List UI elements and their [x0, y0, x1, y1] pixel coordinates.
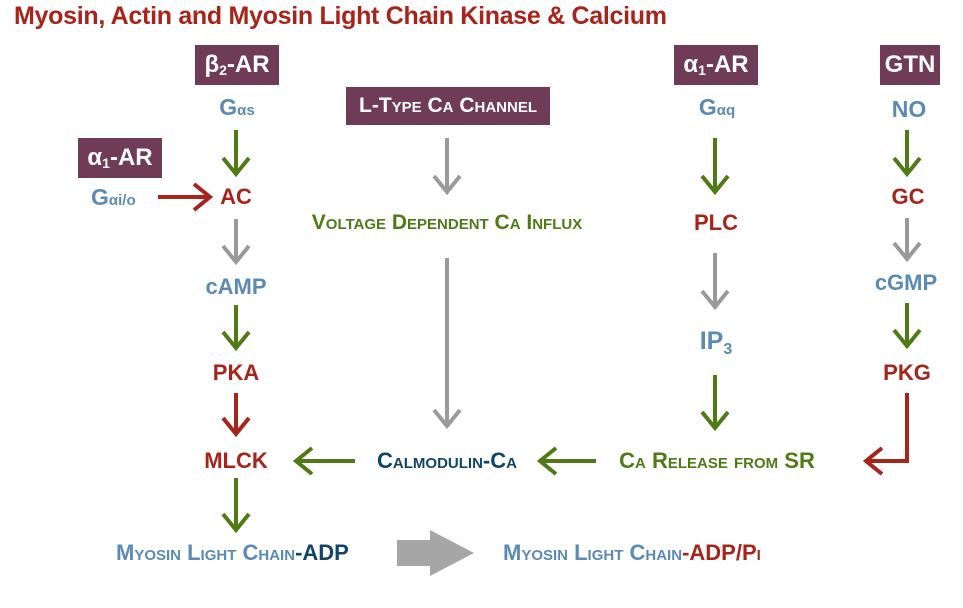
arrow-mlck-to-mlc — [221, 478, 251, 534]
mlc-label: Myosin Light Chain — [503, 540, 683, 565]
beta-subscript: 2 — [219, 62, 227, 78]
ip-subscript: 3 — [723, 341, 733, 358]
g-letter: G — [91, 184, 109, 210]
alpha-subscript: 1 — [102, 155, 110, 171]
node-mlc-adppi: Myosin Light Chain-ADP/Pi — [503, 540, 761, 566]
block-arrow — [397, 530, 474, 576]
alpha-ar-label: -AR — [109, 144, 153, 171]
g-letter: G — [219, 94, 238, 120]
arrow-pkg-to-carelease — [862, 393, 909, 476]
node-pkg: PKG — [883, 360, 931, 385]
g-letter: G — [698, 94, 717, 120]
beta-ar-label: -AR — [226, 51, 270, 78]
g-alpha-s: Gαs — [219, 94, 254, 121]
alpha-symbol: α — [87, 144, 103, 171]
l-type-label: L-Type Ca Channel — [359, 94, 537, 117]
arrow-ip3-to-carelease — [700, 375, 730, 432]
node-mlck: MLCK — [204, 448, 268, 473]
alpha-subscript: 1 — [698, 62, 706, 78]
alpha-ar-label: -AR — [705, 51, 749, 78]
arrow-pka-to-mlck — [221, 393, 251, 438]
arrow-gaio-to-ac — [158, 182, 214, 212]
g-subscript: αs — [237, 102, 255, 119]
alpha1-ar-box-left: α 1 -AR — [78, 138, 162, 178]
arrow-ltype-to-influx — [432, 138, 462, 196]
node-mlc-adp: Myosin Light Chain-ADP — [116, 540, 349, 566]
node-pka: PKA — [212, 360, 260, 385]
arrow-carelease-to-calmodulin — [536, 446, 596, 476]
arrow-influx-to-calmodulin — [432, 258, 462, 430]
arrow-plc-to-ip3 — [700, 253, 730, 311]
beta2-ar-box: β 2 -AR — [195, 45, 279, 85]
mlc-label: Myosin Light Chain — [116, 540, 296, 565]
alpha-symbol: α — [683, 51, 699, 78]
node-ac: AC — [220, 184, 252, 209]
node-ip3: IP3 — [699, 327, 733, 358]
page-title: Myosin, Actin and Myosin Light Chain Kin… — [14, 2, 667, 30]
node-calmodulin: Calmodulin-Ca — [377, 448, 517, 473]
node-camp: cAMP — [205, 274, 267, 299]
node-ca-release: Ca Release from SR — [619, 448, 815, 473]
beta-symbol: β — [204, 51, 220, 78]
adppi-label: -ADP/Pi — [682, 540, 761, 565]
node-plc: PLC — [694, 210, 738, 235]
node-no: NO — [891, 96, 927, 122]
node-cgmp: cGMP — [874, 270, 938, 295]
arrow-cgmp-to-pkg — [892, 303, 922, 350]
arrow-ac-to-camp — [221, 219, 251, 266]
g-subscript: αi/o — [108, 192, 136, 209]
l-type-channel-box: L-Type Ca Channel — [346, 87, 550, 125]
g-subscript: αq — [716, 102, 736, 119]
arrow-gas-to-ac — [221, 130, 251, 178]
adp-label: -ADP — [295, 540, 349, 565]
arrow-gc-to-cgmp — [892, 218, 922, 263]
arrow-no-to-gc — [892, 130, 922, 178]
node-gc: GC — [891, 184, 925, 209]
g-alpha-io: Gαi/o — [91, 184, 136, 211]
node-voltage-influx: Voltage Dependent Ca Influx — [311, 211, 583, 234]
ip-letters: IP — [699, 327, 724, 355]
arrow-gaq-to-plc — [700, 138, 730, 196]
arrow-calmodulin-to-mlck — [292, 446, 355, 476]
gtn-label: GTN — [884, 51, 936, 78]
gtn-box: GTN — [880, 45, 940, 85]
alpha1-ar-box-right: α 1 -AR — [674, 45, 758, 85]
arrow-camp-to-pka — [221, 305, 251, 352]
g-alpha-q: Gαq — [699, 94, 735, 121]
